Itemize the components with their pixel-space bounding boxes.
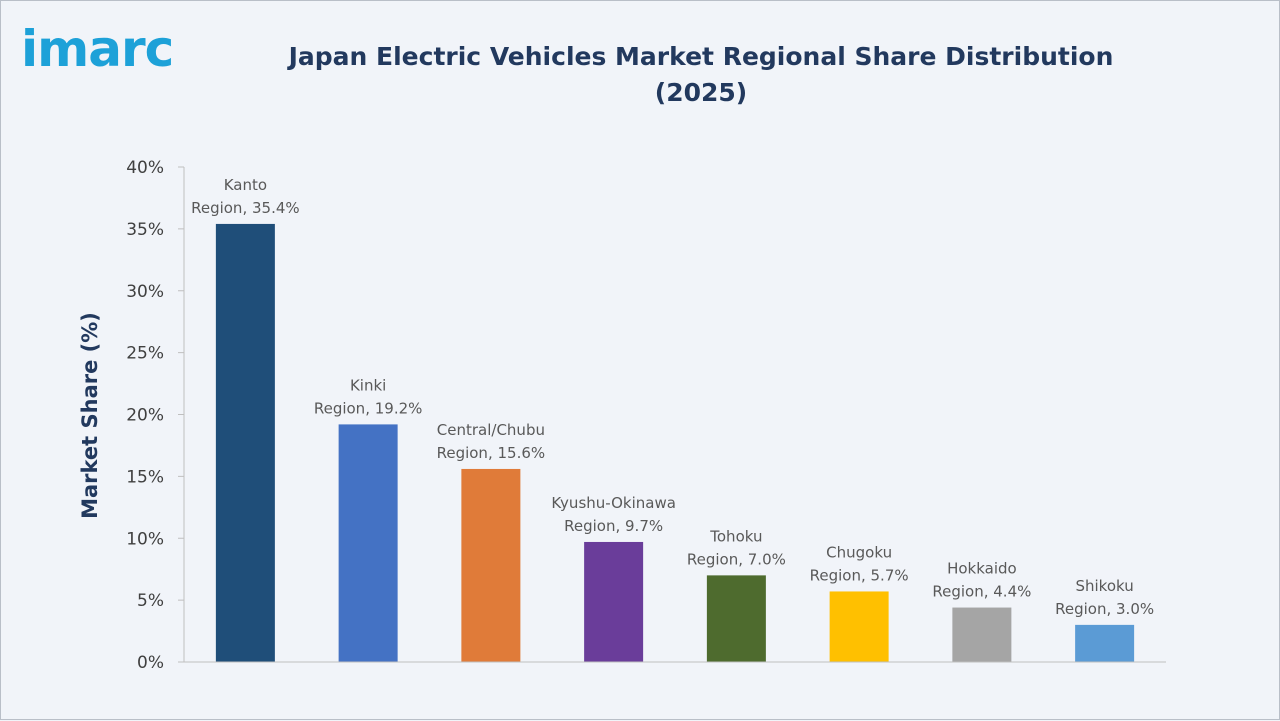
y-tick-label: 15% bbox=[126, 467, 164, 487]
bar bbox=[215, 223, 275, 663]
bar bbox=[829, 591, 889, 662]
bar bbox=[461, 468, 521, 662]
y-tick-label: 40% bbox=[126, 158, 164, 178]
data-label: Kinki Region, 19.2% bbox=[314, 376, 423, 417]
y-tick-label: 5% bbox=[137, 591, 164, 611]
bars bbox=[215, 223, 1135, 663]
y-tick-label: 30% bbox=[126, 282, 164, 302]
y-tick-label: 25% bbox=[126, 344, 164, 364]
bar bbox=[1075, 624, 1135, 662]
y-tick-label: 0% bbox=[137, 653, 164, 673]
chart-title: Japan Electric Vehicles Market Regional … bbox=[288, 42, 1114, 107]
data-label: Chugoku Region, 5.7% bbox=[810, 543, 909, 584]
imarc-logo: imarc bbox=[21, 20, 174, 78]
y-axis-title: Market Share (%) bbox=[78, 312, 102, 519]
bar bbox=[584, 541, 644, 662]
bar bbox=[706, 575, 766, 662]
data-label: Central/Chubu Region, 15.6% bbox=[437, 421, 546, 462]
data-label: Tohoku Region, 7.0% bbox=[687, 527, 786, 568]
y-tick-label: 35% bbox=[126, 220, 164, 240]
y-tick-label: 20% bbox=[126, 406, 164, 426]
data-label: Hokkaido Region, 4.4% bbox=[932, 560, 1031, 601]
data-label: Kanto Region, 35.4% bbox=[191, 176, 300, 217]
data-labels: Kanto Region, 35.4% Kinki Region, 19.2% Cent… bbox=[191, 176, 1154, 618]
y-axis-ticks: 0% 5% 10% 15% 20% 25% 30% 35% 40% bbox=[126, 158, 184, 673]
data-label: Shikoku Region, 3.0% bbox=[1055, 577, 1154, 618]
bar bbox=[338, 424, 398, 662]
data-label: Kyushu-Okinawa Region, 9.7% bbox=[551, 494, 676, 535]
bar bbox=[952, 607, 1012, 662]
y-tick-label: 10% bbox=[126, 529, 164, 549]
